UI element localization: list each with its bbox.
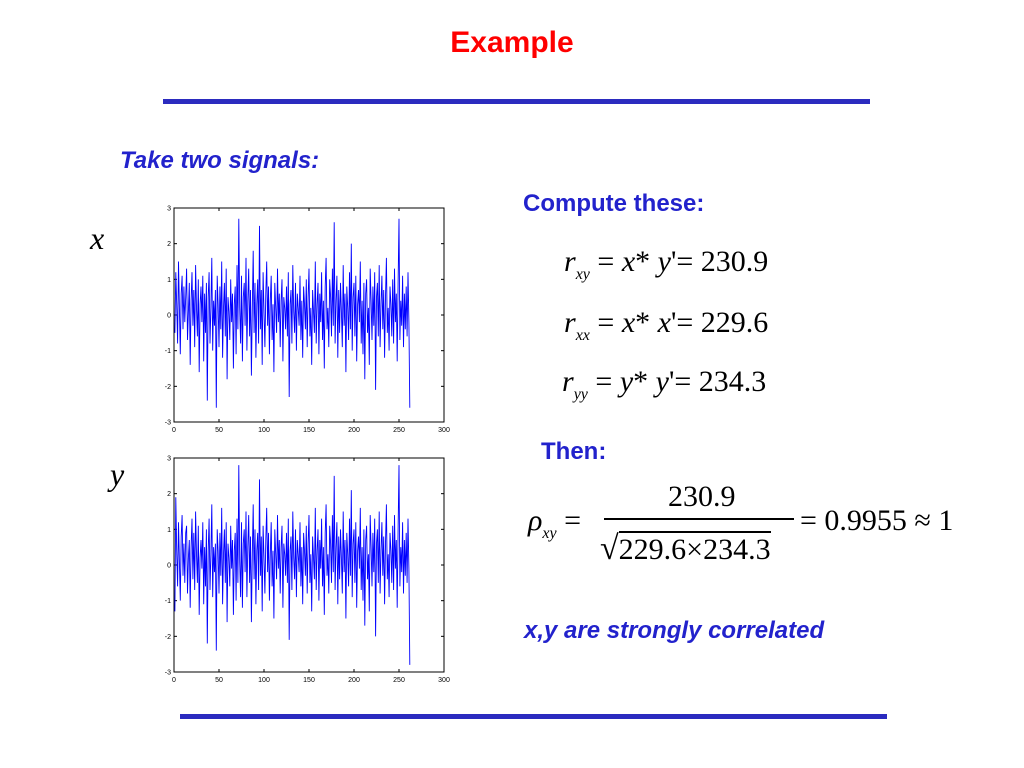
formula-rho-approx: 1: [938, 504, 954, 537]
formula-rxy-sub: xy: [575, 266, 590, 283]
x-tick-label: 250: [393, 427, 405, 434]
formula-ryy-b: y: [655, 365, 669, 398]
rho-symbol: ρ: [528, 504, 543, 537]
formula-rxx-lhs: r: [564, 306, 576, 339]
y-tick-label: 2: [167, 491, 171, 498]
formula-rxx-result: 229.6: [700, 306, 769, 339]
y-tick-label: -2: [165, 384, 171, 391]
formula-rho-sub: xy: [542, 525, 557, 542]
formula-ryy-result: 234.3: [698, 365, 767, 398]
compute-label: Compute these:: [523, 190, 705, 217]
formula-rxx-sub: xx: [575, 327, 590, 344]
x-tick-label: 150: [303, 677, 315, 684]
formula-rho-result: = 0.9955 ≈ 1: [800, 504, 954, 537]
footer-rule: [180, 714, 887, 719]
x-tick-label: 50: [215, 677, 223, 684]
formula-rho-den-b: 234.3: [703, 533, 771, 566]
y-tick-label: -2: [165, 634, 171, 641]
formula-rho-numerator: 230.9: [668, 480, 736, 513]
x-tick-label: 0: [172, 677, 176, 684]
formula-rxy-lhs: r: [564, 245, 576, 278]
series-line: [174, 218, 411, 408]
fraction-bar: [604, 518, 794, 520]
y-tick-label: -1: [165, 348, 171, 355]
chart-x: 0 50 100 150 200 250 300 3 2 1 0 -1 -2 -3: [165, 206, 450, 435]
x-tick-label: 100: [258, 427, 270, 434]
title-underline: [163, 99, 870, 104]
formula-rxy-b: y: [657, 245, 671, 278]
then-label: Then:: [541, 438, 607, 465]
formula-rho-value: 0.9955: [824, 504, 907, 537]
formula-rho-den-a: 229.6: [618, 533, 687, 566]
formula-rxx: rxx = x* x'= 229.6: [564, 306, 769, 344]
x-tick-label: 200: [348, 427, 360, 434]
sqrt-icon: √: [600, 530, 619, 567]
x-tick-label: 50: [215, 427, 223, 434]
formula-rxy-result: 230.9: [700, 245, 769, 278]
series-line: [174, 465, 411, 665]
formula-ryy-a: y: [619, 365, 634, 398]
x-tick-label: 0: [172, 427, 176, 434]
y-tick-label: 3: [167, 206, 171, 213]
formula-rxy-a: x: [621, 245, 636, 278]
y-tick-label: 2: [167, 241, 171, 248]
formula-ryy: ryy = y* y'= 234.3: [562, 365, 767, 403]
formula-ryy-sub: yy: [573, 386, 588, 403]
formula-rho-denominator: √229.6×234.3: [600, 530, 771, 567]
chart-y: 0 50 100 150 200 250 300 3 2 1 0 -1 -2 -3: [165, 456, 450, 685]
y-tick-label: -3: [165, 420, 171, 427]
y-tick-label: 0: [167, 563, 171, 570]
formula-ryy-lhs: r: [562, 365, 574, 398]
intro-text: Take two signals:: [120, 147, 320, 174]
y-tick-label: 1: [167, 527, 171, 534]
formula-rho-lhs: ρxy =: [528, 504, 582, 542]
signal-y-label: y: [110, 456, 125, 492]
y-tick-label: 1: [167, 277, 171, 284]
y-tick-label: -3: [165, 670, 171, 677]
x-tick-label: 100: [258, 677, 270, 684]
slide-title: Example: [450, 26, 574, 59]
y-tick-label: -1: [165, 598, 171, 605]
y-tick-label: 3: [167, 456, 171, 463]
x-tick-label: 300: [438, 677, 450, 684]
signal-x-label: x: [90, 220, 105, 256]
x-tick-label: 250: [393, 677, 405, 684]
y-tick-label: 0: [167, 313, 171, 320]
x-tick-label: 300: [438, 427, 450, 434]
conclusion-text: x,y are strongly correlated: [524, 617, 825, 644]
formula-rxx-a: x: [621, 306, 636, 339]
x-tick-label: 200: [348, 677, 360, 684]
formula-rxy: rxy = x* y'= 230.9: [564, 245, 769, 283]
x-tick-label: 150: [303, 427, 315, 434]
formula-rxx-b: x: [657, 306, 671, 339]
